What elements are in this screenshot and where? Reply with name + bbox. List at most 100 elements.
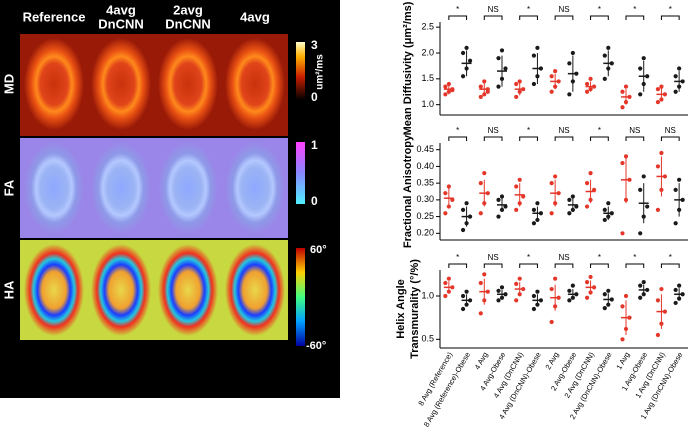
data-point [567, 92, 572, 97]
y-tick-label: 0.25 [416, 211, 434, 221]
y-axis-title: Helix Angle [395, 279, 407, 339]
data-point [478, 181, 483, 186]
data-point [485, 89, 490, 94]
y-tick-label: 0.35 [416, 178, 434, 188]
data-point [588, 76, 593, 81]
significance-label: * [598, 253, 601, 262]
data-point [638, 187, 643, 192]
data-point [655, 298, 661, 303]
significance-bracket [554, 136, 574, 141]
colorbar-min: -60° [306, 340, 326, 352]
data-point [496, 56, 501, 61]
data-point [584, 295, 590, 300]
y-axis-title: Fractional Anisotropy [402, 134, 414, 248]
heart-image [91, 38, 151, 130]
data-point [673, 287, 678, 293]
data-point [499, 48, 505, 53]
data-point [641, 174, 646, 179]
data-point [443, 84, 448, 89]
data-point [567, 211, 572, 216]
data-point [460, 227, 466, 233]
y-tick-label: 0.20 [416, 228, 434, 238]
significance-bracket [448, 263, 468, 268]
data-point [478, 211, 483, 216]
significance-label: NS [629, 126, 640, 135]
data-point [673, 74, 678, 79]
data-point [499, 194, 505, 199]
data-point [464, 289, 469, 294]
heart-image [91, 142, 151, 234]
data-point [553, 68, 558, 74]
significance-bracket [590, 263, 609, 268]
data-point [531, 53, 537, 58]
data-point [638, 283, 643, 288]
data-point [482, 272, 487, 277]
data-point [588, 274, 593, 280]
data-point [606, 201, 611, 206]
data-point [620, 160, 625, 166]
data-point [623, 293, 629, 299]
data-point [584, 204, 590, 209]
data-point [677, 177, 682, 182]
heart-image [225, 244, 285, 336]
colorbar-max: 1 [311, 138, 318, 152]
data-point [659, 150, 664, 156]
column-label: 4avg [106, 2, 136, 17]
data-point [584, 280, 590, 285]
data-point [584, 81, 590, 87]
significance-label: * [598, 126, 601, 135]
data-point [673, 221, 678, 226]
data-point [570, 283, 575, 288]
data-point [602, 76, 607, 81]
y-tick-label: 2.0 [421, 47, 434, 57]
data-point [482, 79, 487, 84]
data-point [677, 66, 682, 71]
y-tick-label: 0.5 [421, 334, 434, 344]
significance-label: * [456, 253, 459, 262]
data-point [620, 89, 625, 94]
data-point [467, 58, 473, 63]
y-tick-label: 1.0 [421, 290, 434, 300]
significance-label: * [598, 5, 601, 14]
significance-label: NS [488, 126, 499, 135]
data-point [623, 84, 629, 89]
x-tick-label: 4 Avg [473, 350, 490, 371]
significance-bracket [660, 136, 680, 141]
data-point [460, 306, 466, 312]
data-point [514, 207, 519, 212]
fa-colorbar [296, 142, 305, 204]
significance-bracket [625, 15, 645, 20]
significance-label: NS [488, 253, 499, 262]
colorbar-min: 0 [311, 90, 318, 104]
heart-image [158, 142, 218, 234]
column-label: 4avg [240, 9, 270, 24]
y-axis-title: Mean Diffusivity (μm²/ms) [402, 1, 414, 135]
significance-bracket [483, 15, 503, 20]
data-point [503, 66, 508, 71]
heart-image [158, 38, 218, 130]
data-point [514, 81, 519, 87]
data-point [659, 286, 664, 292]
y-tick-label: 0.40 [416, 161, 434, 171]
significance-label: * [669, 253, 672, 262]
data-point [570, 194, 575, 199]
significance-bracket [590, 136, 609, 141]
data-point [588, 171, 593, 176]
data-point [638, 66, 643, 71]
data-point [531, 81, 537, 87]
significance-label: * [456, 5, 459, 14]
data-point [517, 79, 522, 84]
data-point [655, 164, 661, 169]
significance-label: * [456, 126, 459, 135]
data-point [602, 53, 607, 58]
column-label: DnCNN [165, 16, 211, 31]
significance-bracket [519, 263, 538, 268]
data-point [602, 306, 607, 311]
data-point [567, 298, 572, 303]
significance-bracket [590, 15, 609, 20]
data-point [482, 171, 487, 176]
data-point [443, 211, 448, 216]
data-point [464, 45, 469, 50]
data-point [638, 231, 643, 236]
md-colorbar [296, 42, 305, 100]
